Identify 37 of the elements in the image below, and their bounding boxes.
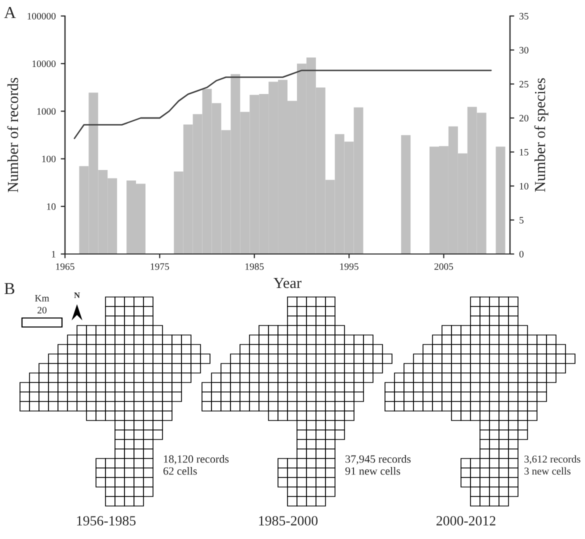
chart-title: A	[4, 7, 16, 18]
x-tick-label: 1965	[56, 263, 74, 270]
text: 18,120 records	[164, 454, 229, 464]
text: Km	[34, 294, 50, 302]
y2-tick-label: 5	[520, 217, 524, 224]
y-tick-label: 1	[52, 250, 56, 258]
text: 91 new cells	[345, 466, 400, 475]
y2-tick-label: 30	[519, 46, 528, 54]
text: 2000-2012	[436, 516, 496, 526]
y2-tick-label: 20	[519, 114, 528, 122]
y2-tick-label: 15	[520, 148, 528, 156]
text: N	[74, 292, 80, 298]
y2-tick-label: 35	[519, 12, 528, 20]
text: 1985-2000	[259, 516, 318, 526]
y2-tick-label: 0	[519, 250, 524, 258]
text: 62 cells	[163, 466, 197, 475]
x-tick-label: 1975	[150, 263, 170, 270]
x-axis-title: Year	[274, 278, 302, 288]
x-tick-label: 1995	[340, 263, 358, 270]
y-axis-title: Number of records	[7, 78, 18, 192]
y2-tick-label: 10	[520, 182, 528, 190]
y-tick-label: 10000	[32, 60, 56, 68]
y2-tick-label: 25	[519, 80, 528, 88]
x-tick-label: 2005	[434, 263, 454, 270]
text: 3,612 records	[524, 455, 580, 464]
text: 3 new cells	[524, 467, 570, 475]
text: 1956-1985	[77, 516, 136, 526]
x-tick-label: 1985	[245, 263, 264, 270]
text: 37,945 records	[346, 454, 411, 464]
y-tick-label: 1000	[37, 108, 56, 115]
y2-axis-title: Number of species	[534, 78, 548, 192]
y-tick-label: 10	[47, 203, 56, 210]
line-series	[74, 70, 492, 140]
text: 20	[38, 306, 46, 314]
text: B	[4, 283, 14, 294]
y-tick-label: 100000	[28, 12, 56, 20]
y-tick-label: 100	[42, 156, 56, 162]
